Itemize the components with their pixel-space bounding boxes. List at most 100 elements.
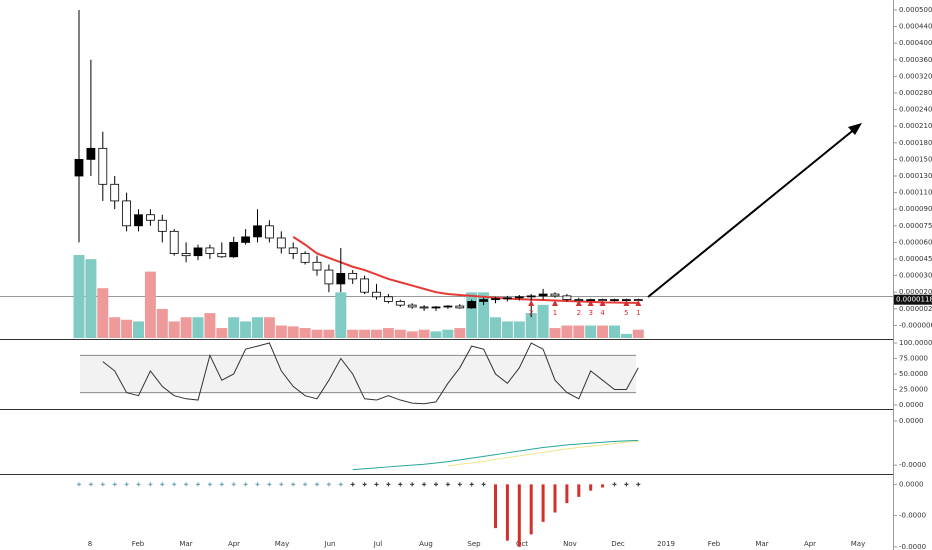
hist-bar — [553, 484, 557, 513]
volume-bar — [501, 321, 513, 338]
candle-body — [479, 299, 489, 302]
volume-bar — [216, 328, 228, 338]
signal-marker — [635, 300, 642, 306]
candle-body — [336, 272, 346, 285]
hist-bar — [505, 484, 509, 541]
volume-bar — [168, 321, 180, 338]
hist-bar — [601, 484, 605, 488]
y-tick-label: 0.00004500 — [899, 255, 932, 263]
hist-cross — [88, 482, 93, 487]
hist-cross — [219, 482, 224, 487]
stoch-band-fill — [80, 355, 636, 393]
volume-bar — [287, 326, 299, 338]
volume-bar — [406, 331, 418, 338]
hist-cross — [291, 482, 296, 487]
hist-cross — [124, 482, 129, 487]
volume-bar — [275, 325, 287, 338]
x-tick-label: Apr — [228, 540, 240, 548]
x-tick-label: Jun — [324, 540, 336, 548]
candle-body — [455, 305, 465, 309]
volume-bar — [133, 321, 144, 338]
hist-cross — [303, 482, 308, 487]
y-tick-label: 0.00040000 — [899, 39, 932, 47]
y-tick-label: 0.00006000 — [899, 238, 932, 246]
x-tick-label: Mar — [755, 540, 768, 548]
hist-cross — [207, 482, 212, 487]
hist-cross — [469, 482, 474, 487]
candle-body — [514, 296, 524, 299]
candle-body — [169, 230, 179, 254]
hist-cross — [338, 482, 343, 487]
stoch-line — [102, 342, 639, 405]
x-tick-label: 2019 — [657, 540, 675, 548]
candle-body — [443, 305, 453, 308]
candle-body — [610, 299, 619, 301]
volume-bar — [466, 292, 478, 338]
volume-bar — [632, 329, 644, 338]
hist-cross — [362, 482, 367, 487]
y-tick-label: -0.0000 — [899, 512, 926, 520]
candle-body — [264, 225, 274, 239]
hist-cross — [172, 482, 177, 487]
signal-marker — [599, 300, 606, 306]
signal-marker — [575, 300, 582, 306]
volume-bar — [573, 325, 585, 338]
y-tick-label: 0.00011000 — [899, 189, 932, 197]
volume-bar — [442, 329, 454, 338]
volume-bar — [525, 313, 537, 338]
y-tick-label: -0.0000 — [899, 543, 926, 550]
candle-body — [407, 304, 417, 308]
candle-body — [110, 183, 120, 202]
hist-cross — [267, 482, 272, 487]
volume-bar — [382, 328, 394, 338]
candle-body — [134, 214, 143, 227]
y-tick-label: 0.00007500 — [899, 222, 932, 230]
volume-bar — [430, 331, 442, 338]
candle-body — [205, 247, 215, 254]
volume-bar — [609, 325, 620, 338]
moving-average — [292, 236, 639, 304]
candle-body — [122, 200, 131, 227]
marker-label: 1 — [636, 309, 640, 317]
hist-cross — [350, 482, 355, 487]
y-tick-label: 0.00015000 — [899, 155, 932, 163]
marker-label: 5 — [624, 309, 628, 317]
volume-bar — [73, 255, 85, 338]
y-tick-label: 0.00032000 — [899, 72, 932, 80]
marker-label: 4 — [600, 309, 605, 317]
x-tick-label: Nov — [563, 540, 577, 548]
hist-bar — [541, 484, 545, 522]
candle-body — [253, 225, 262, 238]
y-tick-label: 0.0000 — [899, 480, 924, 488]
volume-bar — [597, 325, 609, 338]
candle-body — [241, 236, 251, 243]
marker-label: 2 — [577, 309, 581, 317]
volume-bar — [263, 317, 275, 338]
x-tick-label: Mar — [179, 540, 192, 548]
trend-arrow — [647, 127, 857, 298]
volume-bar — [585, 325, 597, 338]
volume-bar — [537, 304, 549, 338]
y-tick-label: 0.00003000 — [899, 272, 932, 280]
y-tick-label: 0.00013000 — [899, 172, 932, 180]
hist-cross — [315, 482, 319, 487]
y-tick-label: 0.00002000 — [899, 288, 932, 296]
y-tick-label: 50.0000 — [899, 370, 928, 378]
volume-bar — [240, 321, 252, 338]
marker-label: 2 — [529, 309, 533, 317]
y-tick-label: 0.00024000 — [899, 106, 932, 114]
hist-cross — [148, 482, 153, 487]
candle-body — [74, 158, 84, 177]
hist-cross — [100, 482, 105, 487]
candle-body — [372, 291, 381, 298]
volume-bar — [121, 319, 133, 338]
y-tick-label: 0.00000200 — [899, 305, 932, 313]
y-tick-label: 100.0000 — [899, 339, 932, 347]
signal-marker — [552, 300, 558, 306]
hist-cross — [410, 482, 415, 487]
candle-body — [288, 247, 298, 254]
candle-body — [562, 295, 572, 300]
candle-body — [502, 297, 512, 300]
hist-cross — [243, 482, 248, 487]
